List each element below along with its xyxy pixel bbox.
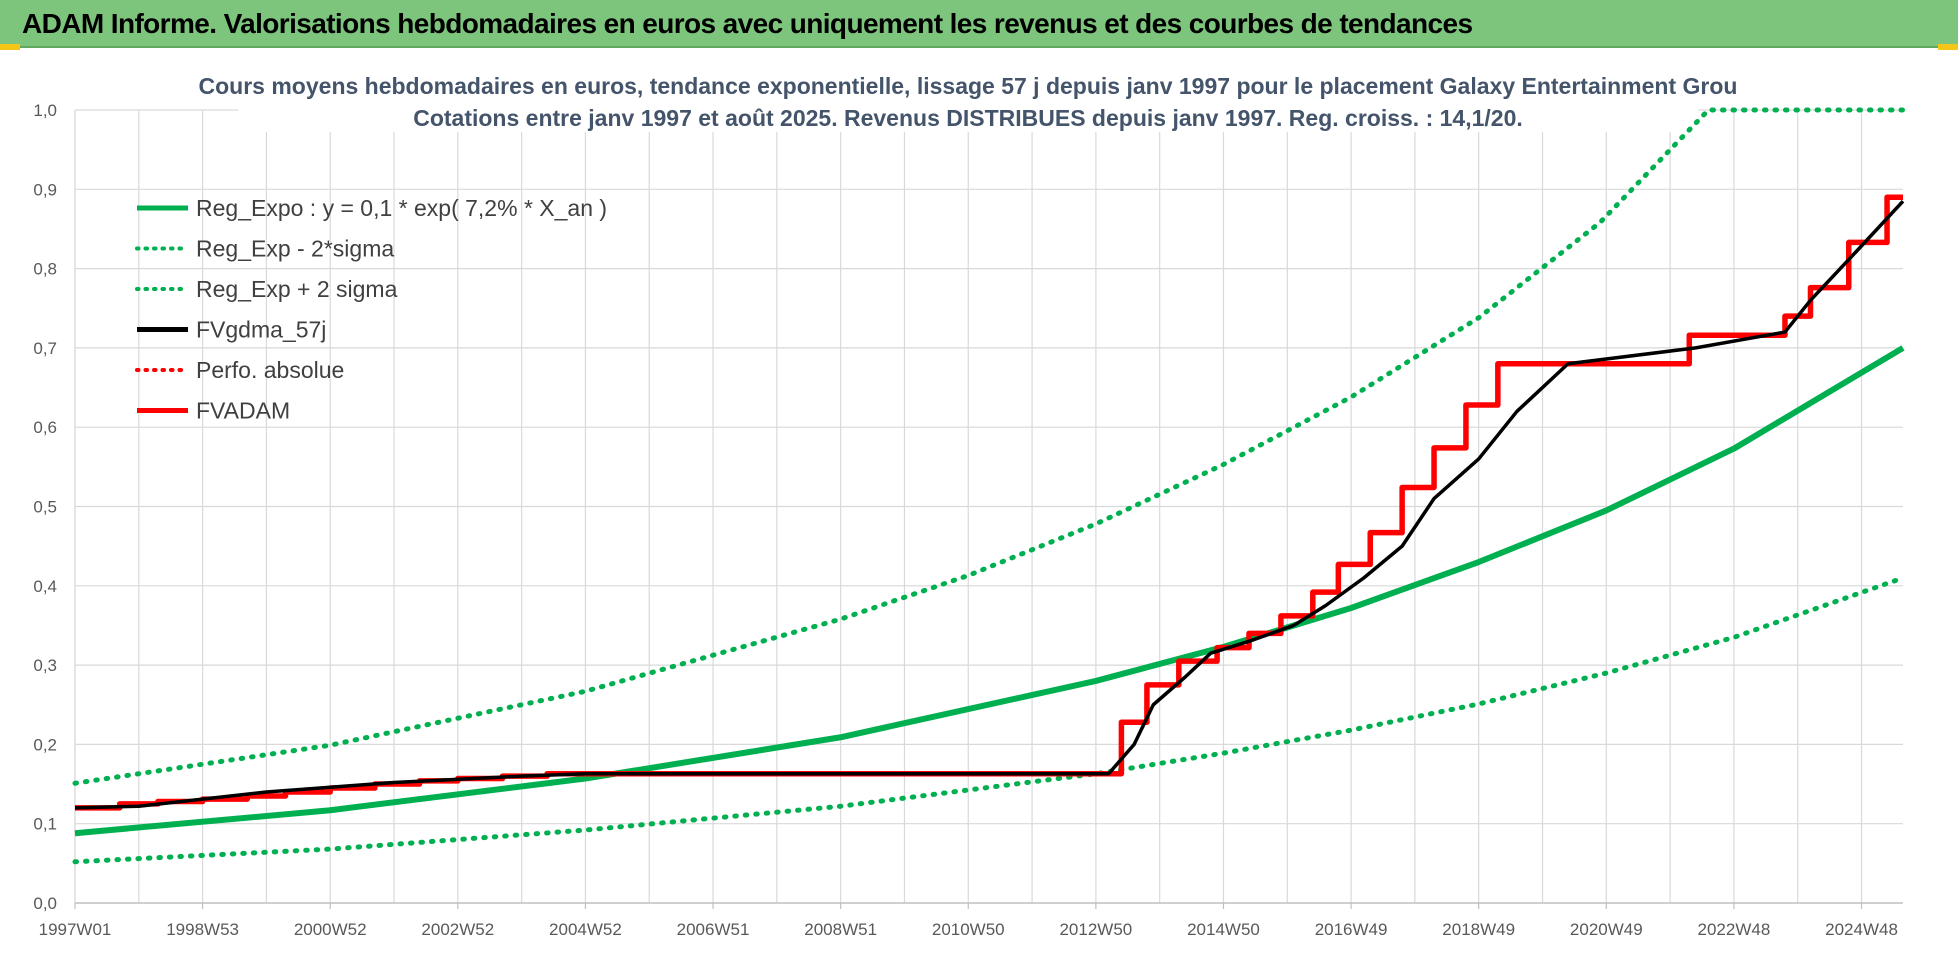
legend-label: FVgdma_57j (196, 317, 326, 343)
x-tick-label: 2002W52 (421, 920, 494, 939)
legend-label: Perfo. absolue (196, 357, 344, 383)
x-tick-label: 2010W50 (932, 920, 1005, 939)
series-line-1 (72, 575, 1906, 865)
axes: 0,0 0,1 0,2 0,3 0,4 0,5 0,6 0,7 0,8 0,9 1,0 1997W01… (33, 101, 1903, 939)
gridlines (74, 109, 1903, 903)
y-tick-label: 0,0 (33, 894, 57, 913)
chart-title-line-2: Cotations entre janv 1997 et août 2025. … (413, 105, 1523, 131)
legend-label: Reg_Exp + 2 sigma (196, 276, 398, 302)
y-tick-label: 0,7 (33, 339, 57, 358)
legend-label: FVADAM (196, 398, 290, 424)
y-tick-label: 0,9 (33, 180, 57, 199)
y-tick-label: 0,8 (33, 260, 57, 279)
chart-title-line-1: Cours moyens hebdomadaires en euros, ten… (199, 73, 1738, 99)
x-tick-label: 2016W49 (1315, 920, 1388, 939)
y-tick-label: 0,2 (33, 735, 57, 754)
y-tick-label: 1,0 (33, 101, 57, 120)
x-tick-label: 2024W48 (1825, 920, 1898, 939)
y-tick-label: 0,5 (33, 498, 57, 517)
page-title: ADAM Informe. Valorisations hebdomadaire… (22, 8, 1473, 39)
x-tick-label: 2022W48 (1698, 920, 1771, 939)
legend-label: Reg_Expo : y = 0,1 * exp( 7,2% * X_an ) (196, 195, 607, 221)
y-tick-label: 0,6 (33, 418, 57, 437)
x-tick-label: 1997W01 (39, 920, 112, 939)
y-tick-label: 0,3 (33, 656, 57, 675)
series-line-2 (72, 107, 1906, 786)
series-line-3 (74, 200, 1905, 810)
y-tick-label: 0,4 (33, 577, 57, 596)
x-tick-label: 2014W50 (1187, 920, 1260, 939)
x-tick-label: 2020W49 (1570, 920, 1643, 939)
legend-label: Reg_Exp - 2*sigma (196, 236, 394, 262)
y-tick-label: 0,1 (33, 815, 57, 834)
corner-marker-right (1938, 44, 1958, 50)
x-tick-label: 2012W50 (1059, 920, 1132, 939)
series (72, 107, 1906, 865)
x-tick-label: 1998W53 (166, 920, 239, 939)
x-tick-label: 2000W52 (294, 920, 367, 939)
chart-title: Cours moyens hebdomadaires en euros, ten… (199, 60, 1738, 132)
x-tick-label: 2018W49 (1442, 920, 1515, 939)
x-tick-label: 2006W51 (677, 920, 750, 939)
corner-marker-left (0, 44, 20, 50)
line-chart: 0,0 0,1 0,2 0,3 0,4 0,5 0,6 0,7 0,8 0,9 1,0 1997W01… (33, 60, 1906, 939)
legend: Reg_Expo : y = 0,1 * exp( 7,2% * X_an ) R… (135, 195, 607, 424)
x-tick-label: 2004W52 (549, 920, 622, 939)
series-line-0 (74, 345, 1905, 837)
x-tick-label: 2008W51 (804, 920, 877, 939)
header-bar: ADAM Informe. Valorisations hebdomadaire… (0, 0, 1958, 48)
